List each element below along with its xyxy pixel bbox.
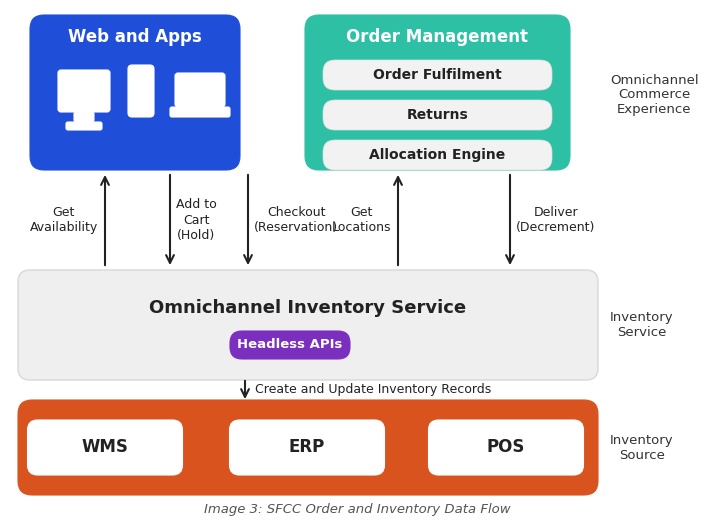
FancyBboxPatch shape	[66, 122, 102, 130]
Text: Deliver
(Decrement): Deliver (Decrement)	[516, 206, 596, 234]
FancyBboxPatch shape	[170, 107, 230, 117]
FancyBboxPatch shape	[428, 420, 583, 475]
FancyBboxPatch shape	[230, 420, 385, 475]
FancyBboxPatch shape	[323, 100, 552, 130]
Text: Returns: Returns	[407, 108, 468, 122]
FancyBboxPatch shape	[230, 331, 350, 359]
Text: Get
Availability: Get Availability	[30, 206, 98, 234]
Text: Checkout
(Reservation): Checkout (Reservation)	[254, 206, 338, 234]
FancyBboxPatch shape	[323, 140, 552, 170]
Text: Order Management: Order Management	[347, 28, 528, 46]
Text: Omnichannel Inventory Service: Omnichannel Inventory Service	[149, 299, 467, 317]
Text: Web and Apps: Web and Apps	[68, 28, 202, 46]
Text: Inventory
Service: Inventory Service	[610, 311, 674, 339]
Text: POS: POS	[487, 438, 526, 457]
FancyBboxPatch shape	[27, 420, 182, 475]
Text: Headless APIs: Headless APIs	[237, 339, 342, 352]
FancyBboxPatch shape	[323, 60, 552, 90]
FancyBboxPatch shape	[18, 400, 598, 495]
FancyBboxPatch shape	[128, 65, 154, 117]
FancyBboxPatch shape	[30, 15, 240, 170]
FancyBboxPatch shape	[58, 70, 110, 112]
Text: Add to
Cart
(Hold): Add to Cart (Hold)	[176, 198, 217, 242]
Text: WMS: WMS	[82, 438, 129, 457]
FancyBboxPatch shape	[305, 15, 570, 170]
Text: Create and Update Inventory Records: Create and Update Inventory Records	[255, 383, 491, 396]
FancyBboxPatch shape	[74, 112, 94, 122]
FancyBboxPatch shape	[175, 73, 225, 107]
Text: Omnichannel
Commerce
Experience: Omnichannel Commerce Experience	[610, 74, 699, 117]
Text: Image 3: SFCC Order and Inventory Data Flow: Image 3: SFCC Order and Inventory Data F…	[204, 503, 511, 517]
Text: Get
Locations: Get Locations	[332, 206, 391, 234]
Text: ERP: ERP	[289, 438, 325, 457]
Text: Allocation Engine: Allocation Engine	[370, 148, 506, 162]
Text: Inventory
Source: Inventory Source	[610, 434, 674, 462]
Text: Order Fulfilment: Order Fulfilment	[373, 68, 502, 82]
FancyBboxPatch shape	[18, 270, 598, 380]
